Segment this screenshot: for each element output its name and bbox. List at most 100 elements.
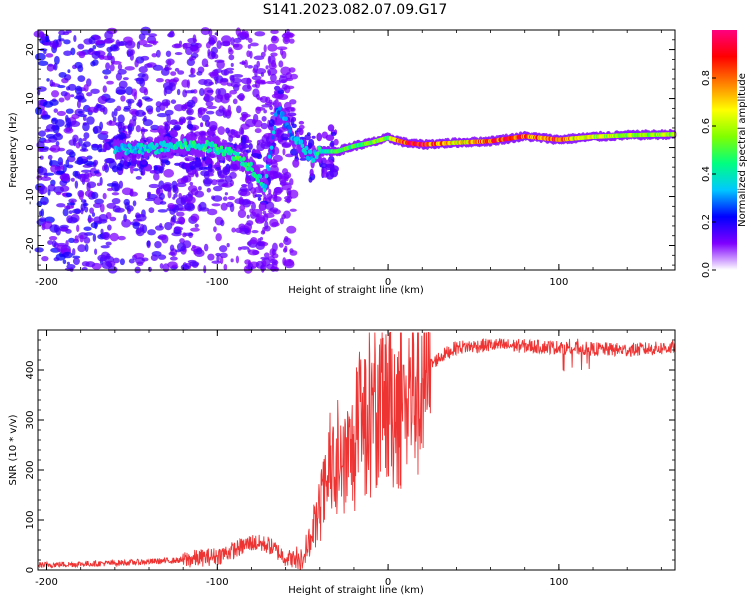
noise-blob — [93, 202, 102, 209]
ridge-core-mark — [256, 178, 261, 184]
noise-blob — [239, 186, 248, 193]
noise-blob — [118, 180, 124, 189]
noise-blob — [114, 184, 120, 192]
noise-blob — [164, 109, 174, 116]
noise-blob — [242, 198, 252, 208]
noise-blob — [235, 255, 240, 264]
noise-blob — [220, 219, 225, 227]
colorbar-label: Normalized spectral amplitude — [737, 73, 748, 227]
noise-blob — [55, 191, 62, 196]
noise-blob — [225, 67, 235, 71]
noise-blob — [184, 156, 195, 162]
noise-blob — [203, 243, 209, 252]
noise-blob — [96, 182, 101, 187]
noise-blob — [206, 187, 212, 193]
ridge-core-mark — [242, 156, 246, 161]
noise-blob — [261, 104, 273, 108]
noise-blob — [240, 128, 245, 135]
noise-blob — [82, 115, 87, 122]
noise-blob — [283, 101, 292, 111]
noise-blob — [215, 109, 225, 117]
noise-blob — [215, 88, 221, 96]
noise-blob — [241, 183, 248, 188]
noise-blob — [59, 38, 65, 42]
noise-blob — [100, 130, 109, 135]
noise-blob — [125, 86, 134, 96]
colorbar-ticks: 0.0 0.2 0.4 0.6 0.8 — [701, 70, 716, 278]
ridge-core-mark — [272, 125, 277, 131]
noise-blob — [228, 47, 233, 52]
noise-blob — [150, 124, 160, 131]
noise-blob — [186, 123, 194, 130]
noise-blob — [165, 50, 172, 57]
noise-blob — [58, 97, 65, 103]
ridge-core-mark — [155, 142, 159, 148]
noise-blob — [130, 188, 134, 193]
noise-blob — [327, 124, 335, 132]
noise-blob — [190, 213, 200, 222]
noise-blob — [298, 128, 304, 136]
noise-blob — [74, 180, 79, 189]
noise-blob — [111, 165, 119, 173]
noise-blob — [211, 260, 222, 264]
noise-blob — [131, 152, 137, 162]
noise-blob — [63, 39, 71, 45]
noise-blob — [219, 245, 228, 253]
noise-blob — [140, 26, 152, 36]
noise-blob — [207, 168, 213, 173]
noise-blob — [131, 88, 138, 97]
noise-blob — [76, 100, 81, 109]
noise-blob — [217, 168, 222, 177]
noise-blob — [277, 135, 282, 143]
noise-blob — [170, 216, 175, 222]
noise-blob — [127, 99, 132, 108]
ridge-core-mark — [306, 156, 311, 161]
noise-blob — [77, 64, 84, 73]
noise-blob — [68, 210, 73, 215]
noise-blob — [60, 90, 68, 97]
ridge-core-mark — [308, 149, 313, 155]
noise-blob — [116, 105, 122, 112]
noise-blob — [306, 132, 311, 137]
noise-blob — [102, 192, 107, 200]
noise-blob — [174, 121, 184, 125]
noise-blob — [134, 109, 146, 117]
noise-blob — [288, 67, 296, 73]
spectrogram-x-tick-label: -100 — [206, 277, 229, 288]
noise-blob — [41, 201, 47, 205]
ridge-core-mark — [294, 140, 299, 145]
noise-blob — [56, 110, 66, 116]
noise-blob — [140, 168, 146, 176]
noise-blob — [56, 203, 66, 208]
noise-blob — [235, 144, 243, 149]
noise-blob — [52, 133, 64, 141]
noise-blob — [263, 252, 270, 258]
snr-y-axis-label: SNR (10 * v/v) — [8, 414, 19, 485]
noise-blob — [160, 184, 168, 189]
noise-blob — [190, 227, 200, 232]
noise-blob — [58, 71, 67, 78]
noise-blob — [68, 139, 76, 146]
noise-blob — [128, 129, 132, 135]
noise-blob — [186, 58, 196, 66]
noise-blob — [126, 48, 134, 57]
noise-blob — [105, 62, 111, 71]
noise-blob — [235, 27, 242, 37]
ridge-core-mark — [672, 132, 677, 137]
noise-blob — [61, 172, 67, 180]
noise-blob — [66, 164, 74, 169]
noise-blob — [281, 83, 288, 90]
noise-blob — [47, 184, 56, 192]
noise-blob — [289, 99, 297, 105]
noise-blob — [229, 203, 235, 213]
noise-blob — [255, 68, 267, 75]
noise-blob — [52, 42, 58, 50]
noise-blob — [329, 142, 335, 148]
noise-blob — [91, 143, 99, 148]
noise-blob — [150, 254, 159, 261]
spectrogram-noise-layer — [33, 26, 339, 274]
noise-blob — [228, 54, 235, 61]
noise-blob — [232, 83, 240, 92]
noise-blob — [138, 39, 148, 46]
noise-blob — [289, 73, 299, 80]
